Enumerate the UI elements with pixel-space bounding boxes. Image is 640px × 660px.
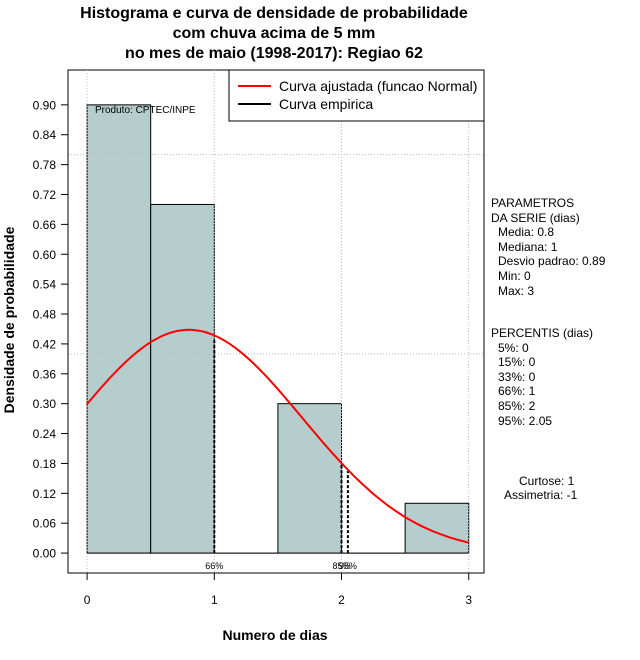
y-tick-label-15: 0.90 (33, 98, 57, 112)
param-max: Max: 3 (498, 283, 535, 298)
y-tick-label-1: 0.06 (33, 517, 57, 531)
chart-title-line-2: com chuva acima de 5 mm (172, 25, 376, 42)
param-desvio: Desvio padrao: 0.89 (498, 254, 606, 269)
y-tick-label-6: 0.36 (33, 367, 57, 381)
percentile-33: 33%: 0 (498, 369, 536, 384)
y-tick-label-4: 0.24 (33, 427, 57, 441)
y-tick-label-9: 0.54 (33, 278, 57, 292)
x-tick-label-1: 1 (211, 593, 218, 607)
param-min: Min: 0 (498, 268, 531, 283)
percentiles-title: PERCENTIS (dias) (491, 326, 594, 340)
legend-fitted-label: Curva ajustada (funcao Normal) (279, 78, 477, 94)
histogram-bar-1 (150, 203, 215, 554)
y-tick-label-10: 0.60 (33, 248, 57, 262)
y-tick-label-12: 0.72 (33, 188, 57, 202)
percentile-15: 15%: 0 (498, 355, 536, 370)
y-axis-label: Densidade de probabilidade (1, 226, 17, 413)
percentile-95: 95%: 2.05 (498, 413, 553, 428)
curtose-label: Curtose: 1 (519, 474, 575, 488)
percentile-66: 66%: 1 (498, 384, 536, 399)
x-tick-label-3: 3 (465, 593, 472, 607)
y-tick-label-5: 0.30 (33, 397, 57, 411)
fitted-normal-curve (86, 328, 469, 544)
x-tick-label-0: 0 (84, 593, 91, 607)
param-media: Media: 0.8 (498, 225, 555, 240)
histogram-bar-0 (86, 104, 152, 554)
histogram-bar-5 (404, 502, 470, 554)
credit-label: Produto: CPTEC/INPE (95, 105, 196, 116)
y-tick-label-0: 0.00 (33, 547, 57, 561)
x-axis-label: Numero de dias (222, 627, 327, 643)
legend-empirical-label: Curva empirica (279, 96, 373, 112)
y-tick-label-2: 0.12 (33, 487, 57, 501)
y-tick-label-14: 0.84 (33, 128, 57, 142)
assimetria-label: Assimetria: -1 (504, 488, 578, 502)
percentile-label-1: 85% (333, 561, 351, 571)
params-title-1: PARAMETROS (491, 196, 575, 210)
percentile-label-0: 66% (205, 561, 223, 571)
percentile-label-2: 95% (339, 561, 357, 571)
percentile-5: 5%: 0 (498, 340, 529, 355)
chart-title-line-3: no mes de maio (1998-2017): Regiao 62 (125, 45, 423, 62)
param-mediana: Mediana: 1 (498, 239, 558, 254)
chart-title-line-1: Histograma e curva de densidade de proba… (80, 5, 468, 22)
x-tick-label-2: 2 (338, 593, 345, 607)
percentile-85: 85%: 2 (498, 398, 536, 413)
params-title-2: DA SERIE (dias) (491, 210, 580, 225)
legend-box (228, 69, 485, 122)
params-panel: PARAMETROS DA SERIE (dias) Media: 0.8 Media… (491, 196, 605, 298)
y-tick-label-11: 0.66 (33, 218, 57, 232)
y-tick-label-8: 0.48 (33, 308, 57, 322)
y-tick-label-3: 0.18 (33, 457, 57, 471)
y-tick-label-7: 0.42 (33, 337, 57, 351)
y-tick-label-13: 0.78 (33, 158, 57, 172)
histogram-bar-3 (277, 403, 343, 554)
